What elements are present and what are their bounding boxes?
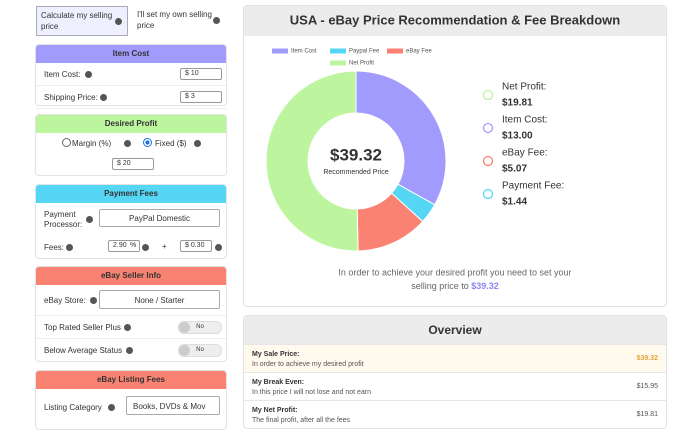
overview-row: My Sale Price: In order to achieve my des… [244, 344, 666, 372]
listing-fees-card: eBay Listing Fees Listing Category Books… [35, 370, 227, 430]
row-subtitle: In order to achieve my desired profit [252, 361, 364, 368]
legend-swatch [272, 48, 288, 54]
donut-slice [265, 70, 359, 252]
chart-panel: USA - eBay Price Recommendation & Fee Br… [243, 5, 667, 307]
legend-label: eBay Fee [406, 49, 432, 55]
legend-swatch [330, 60, 346, 66]
tab[interactable]: Calculate my selling price [36, 6, 128, 36]
card-title: Item Cost [36, 45, 226, 63]
row-subtitle: In this price I will not lose and not ea… [252, 389, 372, 396]
input[interactable]: $ 0.30 [180, 240, 212, 252]
input[interactable]: 2.90 [108, 240, 140, 252]
select[interactable]: PayPal Domestic [99, 209, 220, 227]
payment-fees-card: Payment Fees Payment Processor: PayPal D… [35, 184, 227, 259]
row-subtitle: The final profit, after all the fees [252, 417, 351, 424]
desired-profit-card: Desired Profit Margin (%) Fixed ($) $ 20 [35, 114, 227, 176]
center-label: Recommended Price [323, 169, 388, 176]
label: Below Average Status [44, 346, 123, 355]
toggle[interactable]: No [178, 344, 222, 357]
radio-label[interactable]: Margin (%) [72, 139, 112, 148]
recommendation-text: selling price to $39.32 [411, 281, 499, 291]
legend-marker [482, 89, 494, 101]
overview-row: My Break Even: In this price I will not l… [244, 372, 666, 400]
select[interactable]: None / Starter [99, 290, 220, 309]
summary-value: $1.44 [502, 197, 527, 208]
select[interactable]: Books, DVDs & Mov [126, 396, 220, 415]
panel-header [244, 6, 666, 36]
card-title: eBay Listing Fees [36, 371, 226, 389]
recommendation-text: In order to achieve your desired profit … [338, 267, 571, 277]
recommendation-text: selling price to [411, 281, 471, 291]
summary-value: $5.07 [502, 164, 527, 175]
overview-row: My Net Profit: The final profit, after al… [244, 400, 666, 428]
input[interactable]: $ 10 [180, 68, 222, 80]
summary-label: Item Cost: [502, 115, 548, 126]
tab-label: Calculate my selling price [41, 11, 113, 31]
summary-value: $13.00 [502, 131, 533, 142]
label: Payment Processor: [44, 210, 83, 229]
center-value: $39.32 [330, 145, 382, 164]
summary-value: $19.81 [502, 98, 533, 109]
input[interactable]: $ 3 [180, 91, 222, 103]
row-value: $39.32 [636, 355, 658, 362]
card-title: Payment Fees [36, 185, 226, 203]
seller-info-card: eBay Seller Info eBay Store: None / Start… [35, 266, 227, 362]
chart-title: USA - eBay Price Recommendation & Fee Br… [290, 12, 620, 27]
recommended-price: $39.32 [471, 281, 499, 291]
overview-title: Overview [244, 316, 666, 344]
card-title: Desired Profit [36, 115, 226, 133]
card-title: eBay Seller Info [36, 267, 226, 285]
legend-swatch [387, 48, 403, 54]
input[interactable]: $ 20 [112, 158, 154, 170]
legend-marker [482, 122, 494, 134]
radio-label[interactable]: Fixed ($) [155, 139, 187, 148]
label: Fees: [44, 243, 65, 252]
toggle[interactable]: No [178, 321, 222, 334]
summary-label: Net Profit: [502, 82, 546, 93]
legend-label: Item Cost [291, 49, 317, 55]
row-value: $15.95 [636, 383, 658, 390]
legend-marker [482, 188, 494, 200]
row-title: My Net Profit: [252, 407, 298, 414]
legend-swatch [330, 48, 346, 54]
legend-marker [482, 155, 494, 167]
label: Top Rated Seller Plus [44, 323, 121, 332]
unit: % [130, 242, 137, 249]
tab-label: I'll set my own selling price [137, 10, 212, 30]
row-title: My Break Even: [252, 379, 305, 386]
item-cost-card: Item Cost Item Cost: $ 10 Shipping Price:… [35, 44, 227, 109]
row-value: $19.81 [636, 411, 658, 418]
row-title: My Sale Price: [252, 351, 300, 358]
label: eBay Store: [44, 296, 86, 305]
label: Item Cost: [44, 70, 81, 79]
label: Shipping Price: [44, 93, 98, 102]
legend-label: Paypal Fee [349, 49, 380, 55]
label: Listing Category [44, 403, 102, 412]
legend-label: Net Profit [349, 61, 374, 67]
overview-panel: Overview My Sale Price: In order to achie… [243, 315, 667, 429]
tab[interactable]: I'll set my own selling price [133, 6, 225, 36]
donut-slice [355, 70, 447, 206]
plus: + [162, 242, 167, 251]
summary-label: Payment Fee: [502, 181, 564, 192]
summary-label: eBay Fee: [502, 148, 548, 159]
